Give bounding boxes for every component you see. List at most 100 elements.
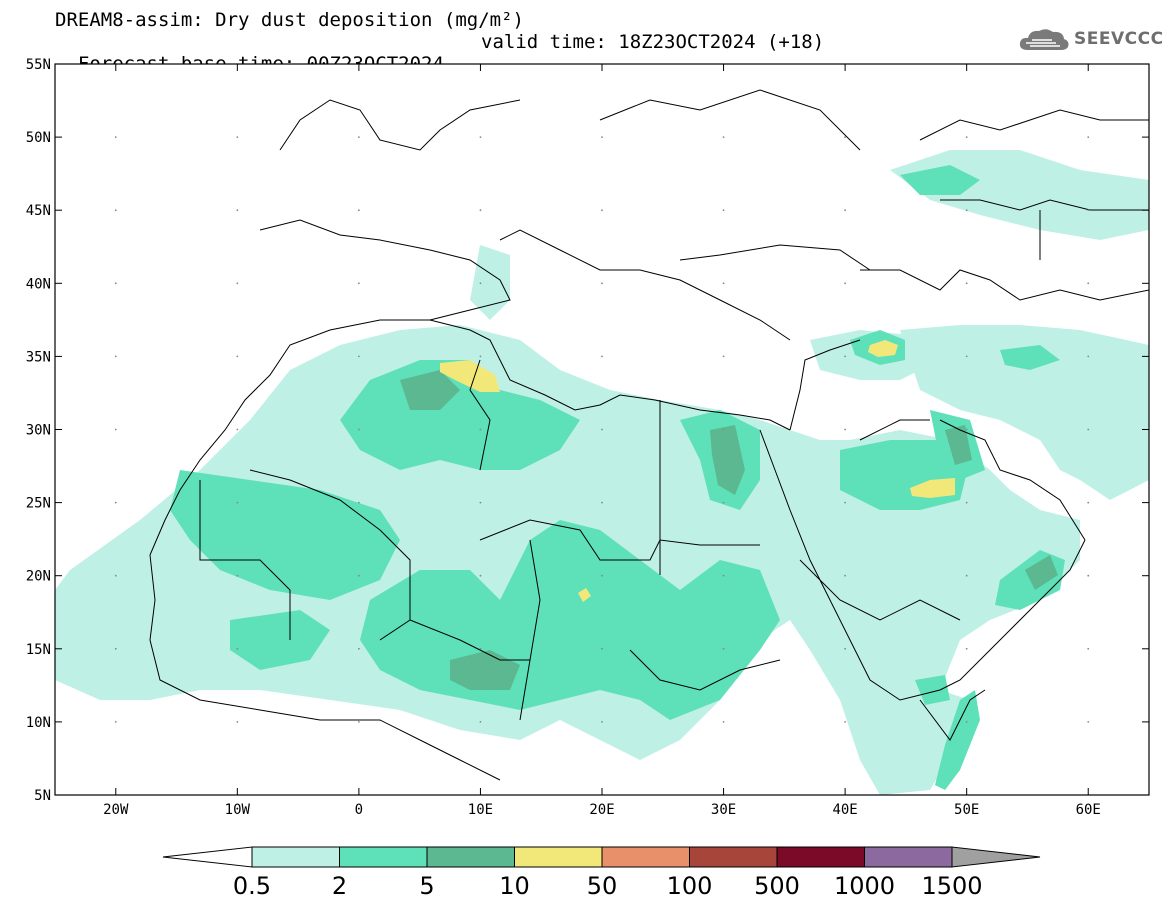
grid-dot xyxy=(236,501,239,504)
grid-dot xyxy=(479,355,482,358)
grid-dot xyxy=(601,721,603,723)
legend-label: 0.5 xyxy=(233,872,271,900)
legend-swatch xyxy=(339,846,428,868)
grid-dot xyxy=(965,428,968,431)
grid-dot xyxy=(479,574,482,577)
grid-dot xyxy=(601,209,603,212)
grid-dot xyxy=(844,209,847,212)
coastlines-and-borders xyxy=(149,89,1150,781)
grid-dot xyxy=(965,209,968,212)
lon-tick-label: 20W xyxy=(103,802,129,818)
legend-label: 10 xyxy=(499,872,530,900)
grid-dot xyxy=(965,136,968,139)
legend-label: 100 xyxy=(667,872,713,900)
legend-label: 1500 xyxy=(921,872,982,900)
color-legend: 0.5 2 5 10 50 100 500 1000 1500 xyxy=(162,846,1041,900)
lat-tick-label: 55N xyxy=(26,57,51,73)
grid-dot xyxy=(722,501,725,504)
lat-tick-label: 50N xyxy=(26,130,51,146)
grid-dot xyxy=(1087,721,1090,723)
legend-arrow-left xyxy=(162,846,253,868)
grid-dot xyxy=(601,574,603,577)
grid-dot xyxy=(722,721,725,723)
lat-tick-label: 30N xyxy=(26,423,51,439)
grid-dot xyxy=(722,428,725,431)
grid-dot xyxy=(114,647,117,650)
seevccc-logo: SEEVCCC xyxy=(1018,24,1164,54)
grid-dot xyxy=(965,647,968,650)
grid-dot xyxy=(114,209,117,212)
legend-swatch xyxy=(251,846,340,868)
grid-dot xyxy=(236,721,239,723)
grid-dot xyxy=(601,428,603,431)
lat-tick-label: 10N xyxy=(26,715,51,731)
grid-dot xyxy=(236,136,239,139)
grid-dot xyxy=(1087,209,1090,212)
grid-dot xyxy=(236,428,239,431)
grid-dot xyxy=(479,282,482,285)
legend-label: 1000 xyxy=(834,872,895,900)
grid-dot xyxy=(114,136,117,139)
lat-tick-label: 20N xyxy=(26,569,51,585)
grid-dot xyxy=(357,136,360,139)
grid-dot xyxy=(722,136,725,139)
legend-label: 5 xyxy=(419,872,434,900)
grid-dot xyxy=(844,574,847,577)
lon-tick-label: 0 xyxy=(355,802,363,818)
grid-dot xyxy=(601,501,603,504)
legend-label: 2 xyxy=(332,872,347,900)
grid-dot xyxy=(1087,136,1090,139)
lon-tick-label: 50E xyxy=(954,802,979,818)
grid-dot xyxy=(479,209,482,212)
grid-dot xyxy=(479,721,482,723)
grid-dot xyxy=(236,574,239,577)
grid-dot xyxy=(1087,574,1090,577)
grid-dot xyxy=(722,647,725,650)
legend-arrow-right xyxy=(951,846,1041,868)
grid-dot xyxy=(479,501,482,504)
grid-dots xyxy=(114,136,1090,723)
grid-dot xyxy=(357,282,360,285)
grid-dot xyxy=(1087,355,1090,358)
grid-dot xyxy=(965,574,968,577)
lat-tick-label: 15N xyxy=(26,642,51,658)
grid-dot xyxy=(601,282,603,285)
grid-dot xyxy=(236,209,239,212)
map-axes: 20W 10W 0 10E 20E 30E 40E 50E 60E 5N 10N 15N 20N 25N… xyxy=(26,57,1150,818)
legend-swatch xyxy=(601,846,690,868)
legend-label: 500 xyxy=(754,872,800,900)
grid-dot xyxy=(479,428,482,431)
valid-time: valid time: 18Z23OCT2024 (+18) xyxy=(481,31,825,53)
legend-swatch xyxy=(689,846,778,868)
grid-dot xyxy=(236,355,239,358)
dust-contours xyxy=(55,150,1149,795)
grid-dot xyxy=(479,136,482,139)
grid-dot xyxy=(114,355,117,358)
lat-tick-label: 40N xyxy=(26,276,51,292)
grid-dot xyxy=(357,501,360,504)
grid-dot xyxy=(844,428,847,431)
map-title: DREAM8-assim: Dry dust deposition (mg/m²… xyxy=(55,9,524,31)
legend-swatch xyxy=(514,846,603,868)
grid-dot xyxy=(1087,501,1090,504)
lat-tick-label: 35N xyxy=(26,349,51,365)
grid-dot xyxy=(601,647,603,650)
cloud-icon xyxy=(1019,29,1069,50)
grid-dot xyxy=(965,501,968,504)
grid-dot xyxy=(844,355,847,358)
grid-dot xyxy=(114,282,117,285)
legend-label: 50 xyxy=(587,872,618,900)
lon-tick-label: 30E xyxy=(711,802,736,818)
grid-dot xyxy=(965,355,968,358)
lon-tick-label: 10E xyxy=(468,802,493,818)
grid-dot xyxy=(965,721,968,723)
grid-dot xyxy=(357,721,360,723)
grid-dot xyxy=(357,355,360,358)
logo-text: SEEVCCC xyxy=(1074,29,1164,49)
legend-swatch xyxy=(776,846,865,868)
grid-dot xyxy=(844,647,847,650)
grid-dot xyxy=(236,282,239,285)
lat-tick-label: 5N xyxy=(34,788,51,804)
grid-dot xyxy=(844,136,847,139)
legend-swatch xyxy=(864,846,953,868)
